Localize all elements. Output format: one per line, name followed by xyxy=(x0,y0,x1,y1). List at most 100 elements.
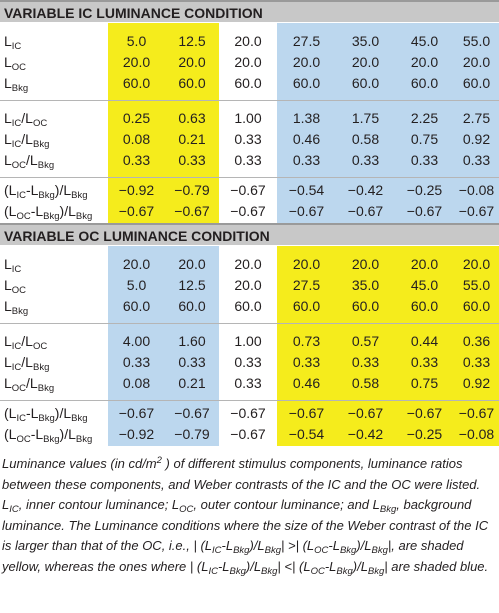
row-label: LOC/LBkg xyxy=(4,373,54,394)
cell-value: 0.33 xyxy=(234,354,262,370)
cell-value: 60.0 xyxy=(410,298,439,314)
cell-value: 1.60 xyxy=(178,333,206,349)
cell-value: 20.0 xyxy=(234,277,262,293)
cell-value: −0.67 xyxy=(458,203,495,219)
label-text: -L xyxy=(30,203,44,219)
label-text: L xyxy=(4,131,12,147)
cell-value: −0.67 xyxy=(118,203,155,219)
cell-value: 35.0 xyxy=(351,33,380,49)
label-text: L xyxy=(4,54,12,70)
cell-value: 0.58 xyxy=(351,375,380,391)
label-text: L xyxy=(4,152,12,168)
cell-value: −0.67 xyxy=(288,405,325,421)
label-text: L xyxy=(4,298,12,314)
caption-text: )/L xyxy=(356,538,372,553)
row-label: LIC/LOC xyxy=(4,108,47,129)
cell-value: 1.75 xyxy=(351,110,380,126)
caption-text: )/L xyxy=(352,558,368,574)
label-text: (L xyxy=(4,405,17,421)
column-shading xyxy=(454,246,499,446)
cell-value: 0.08 xyxy=(122,375,151,391)
label-text: )/L xyxy=(59,203,76,219)
cell-value: 0.33 xyxy=(462,354,491,370)
label-subscript: Bkg xyxy=(37,160,55,171)
caption-text: | are shaded blue. xyxy=(384,558,489,574)
cell-value: 0.33 xyxy=(410,354,439,370)
cell-value: 4.00 xyxy=(122,333,151,349)
cell-value: 60.0 xyxy=(462,298,491,314)
cell-value: −0.67 xyxy=(230,182,266,198)
cell-value: 0.33 xyxy=(178,354,206,370)
cell-value: 0.33 xyxy=(178,152,206,168)
cell-value: −0.92 xyxy=(118,182,155,198)
cell-value: 20.0 xyxy=(234,33,262,49)
cell-value: −0.67 xyxy=(406,203,443,219)
section-header: VARIABLE OC LUMINANCE CONDITION xyxy=(0,223,499,245)
cell-value: 60.0 xyxy=(351,75,380,91)
caption-text: |, are shaded yellow, whereas the ones w… xyxy=(2,538,464,574)
cell-value: 0.46 xyxy=(292,131,321,147)
cell-value: 60.0 xyxy=(178,75,206,91)
cell-value: 60.0 xyxy=(292,75,321,91)
cell-value: −0.79 xyxy=(174,182,210,198)
cell-value: 60.0 xyxy=(462,75,491,91)
caption-subscript: IC xyxy=(208,565,218,577)
caption-subscript: OC xyxy=(314,545,329,556)
cell-value: 0.33 xyxy=(234,131,262,147)
label-text: (L xyxy=(4,426,17,442)
caption-subscript: Bkg xyxy=(229,565,246,577)
label-subscript: IC xyxy=(16,413,26,424)
label-subscript: Bkg xyxy=(37,383,55,394)
caption-text: Luminance values (in cd/m xyxy=(2,456,157,471)
cell-value: 60.0 xyxy=(234,75,262,91)
cell-value: 0.33 xyxy=(351,354,380,370)
label-subscript: Bkg xyxy=(32,139,50,150)
cell-value: −0.54 xyxy=(288,182,325,198)
cell-value: −0.67 xyxy=(174,405,210,421)
caption: Luminance values (in cd/m2 ) of differen… xyxy=(2,454,497,577)
label-subscript: Bkg xyxy=(75,211,93,222)
cell-value: 60.0 xyxy=(351,298,380,314)
caption-text: , background luminance. The Luminance co… xyxy=(2,497,489,553)
cell-value: 0.33 xyxy=(234,375,262,391)
label-text: (L xyxy=(4,203,17,219)
label-subscript: Bkg xyxy=(11,83,29,94)
cell-value: 0.08 xyxy=(122,131,151,147)
label-text: -L xyxy=(25,182,39,198)
caption-subscript: Bkg xyxy=(379,504,397,515)
label-text: (L xyxy=(4,182,17,198)
column-shading xyxy=(277,246,336,446)
caption-text: ) of different stimulus components, lumi… xyxy=(2,456,481,512)
caption-subscript: Bkg xyxy=(264,545,282,556)
caption-subscript: IC xyxy=(212,545,222,556)
cell-value: 0.92 xyxy=(462,131,491,147)
row-separator xyxy=(0,100,499,101)
cell-value: −0.54 xyxy=(288,426,325,442)
cell-value: −0.92 xyxy=(118,426,155,442)
cell-value: 35.0 xyxy=(351,277,380,293)
column-shading xyxy=(108,246,165,446)
cell-value: 20.0 xyxy=(122,256,151,272)
label-subscript: OC xyxy=(11,62,27,73)
caption-subscript: IC xyxy=(9,504,19,515)
cell-value: −0.08 xyxy=(458,182,495,198)
column-shading xyxy=(395,246,454,446)
column-shading xyxy=(219,246,277,446)
row-separator xyxy=(0,400,499,401)
label-subscript: OC xyxy=(16,434,31,445)
cell-value: 0.33 xyxy=(462,152,491,168)
column-shading xyxy=(336,23,395,223)
caption-text: -L xyxy=(328,538,340,553)
caption-subscript: Bkg xyxy=(233,545,250,556)
label-text: L xyxy=(4,75,12,91)
cell-value: 0.25 xyxy=(122,110,151,126)
row-label: (LIC-LBkg)/LBkg xyxy=(4,180,88,201)
cell-value: 20.0 xyxy=(178,54,206,70)
label-subscript: Bkg xyxy=(32,362,50,373)
label-subscript: Bkg xyxy=(11,306,29,317)
row-label: (LIC-LBkg)/LBkg xyxy=(4,403,88,424)
cell-value: 20.0 xyxy=(292,256,321,272)
caption-text: | <| (L xyxy=(277,558,311,574)
row-separator xyxy=(0,177,499,178)
